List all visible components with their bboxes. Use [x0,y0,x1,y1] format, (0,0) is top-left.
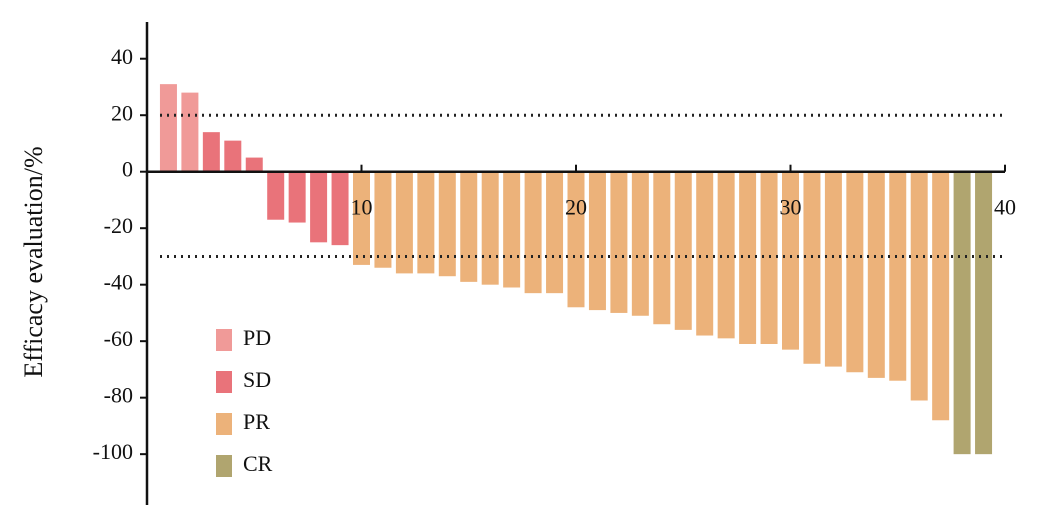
bar [546,171,564,294]
bar [674,171,692,330]
bar [181,92,199,172]
x-tick-label: 30 [780,195,802,220]
bar [245,157,263,172]
bar [159,84,177,172]
bar [889,171,907,381]
bar [288,171,306,223]
bar [975,171,993,455]
legend-swatch [216,413,232,435]
bar [824,171,842,367]
bar [610,171,628,313]
y-tick-label: -100 [93,439,133,464]
bar [803,171,821,364]
y-tick-label: 40 [111,44,133,69]
x-tick-label: 10 [351,195,373,220]
bar [588,171,606,311]
y-tick-label: 0 [122,157,133,182]
y-tick-label: -20 [104,213,133,238]
y-tick-label: -40 [104,270,133,295]
bar [267,171,285,220]
bar [653,171,671,325]
bar [910,171,928,401]
y-tick-label: 20 [111,100,133,125]
bar [717,171,735,339]
x-tick-label: 20 [565,195,587,220]
bar [460,171,478,282]
legend-label: PR [243,409,270,434]
y-tick-label: -60 [104,326,133,351]
legend-label: CR [243,451,273,476]
legend-label: PD [243,325,271,350]
bar [353,171,370,265]
bar [524,171,542,294]
bar [932,171,950,421]
bar [331,171,349,246]
bar [374,171,392,268]
y-axis-label: Efficacy evaluation/% [19,146,48,377]
legend-swatch [216,371,232,393]
bar [481,171,499,285]
bar [567,171,585,308]
bar [503,171,521,288]
bar [395,171,413,274]
bar [739,171,757,344]
x-tick-label: 40 [994,195,1016,220]
bar [310,171,328,243]
bar [438,171,456,277]
bar [224,140,242,172]
bar [417,171,435,274]
bar [953,171,971,455]
legend-label: SD [243,367,271,392]
bar [782,171,799,350]
legend-swatch [216,329,232,351]
bar [202,132,220,172]
bar [631,171,649,316]
y-tick-label: -80 [104,383,133,408]
bar [696,171,714,336]
bar [846,171,864,373]
bar [867,171,885,378]
legend-swatch [216,455,232,477]
